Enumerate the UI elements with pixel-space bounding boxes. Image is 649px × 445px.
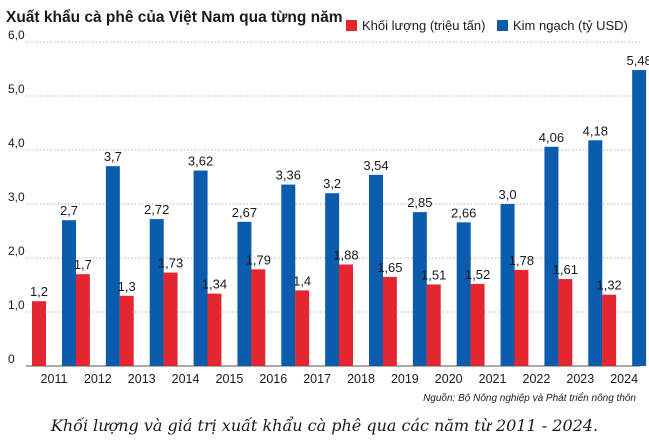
legend-label-volume: Khối lượng (triệu tấn) (362, 18, 485, 33)
bar-volume (32, 301, 46, 366)
data-label-value: 2,66 (451, 205, 476, 220)
x-tick-label: 2019 (391, 372, 419, 386)
data-label-volume: 1,34 (202, 277, 227, 292)
bar-value (281, 184, 296, 366)
bar-value (62, 220, 76, 366)
legend-swatch-value (497, 20, 508, 31)
data-label-volume: 1,79 (246, 252, 271, 267)
data-label-volume: 1,88 (333, 247, 358, 262)
bar-value (325, 193, 340, 366)
bar-value (412, 212, 427, 366)
bar-value (149, 219, 164, 366)
data-label-value: 2,67 (232, 205, 257, 220)
x-tick-label: 2022 (523, 372, 551, 386)
source-note: Nguồn: Bộ Nông nghiệp và Phát triển nông… (423, 392, 636, 404)
bar-value (456, 222, 471, 366)
legend-label-value: Kim ngạch (tỷ USD) (513, 18, 628, 33)
bars (32, 70, 647, 366)
data-label-volume: 1,51 (421, 267, 446, 282)
chart-title: Xuất khẩu cà phê của Việt Nam qua từng n… (6, 9, 343, 26)
x-tick-label: 2021 (479, 372, 507, 386)
y-tick-label: 6,0 (8, 28, 25, 42)
x-tick-label: 2013 (128, 372, 156, 386)
x-tick-label: 2012 (84, 372, 112, 386)
data-label-value: 2,72 (144, 202, 169, 217)
legend-swatch-volume (346, 20, 357, 31)
bar-volume (470, 283, 485, 366)
data-label-volume: 1,73 (158, 256, 183, 271)
bar-value (105, 166, 120, 366)
bar-value (588, 140, 603, 366)
bar-volume (207, 293, 222, 366)
bar-volume (163, 272, 178, 366)
x-tick-label: 2014 (172, 372, 200, 386)
data-label-value: 3,62 (188, 154, 213, 169)
data-label-value: 3,36 (276, 168, 301, 183)
data-label-value: 4,06 (539, 130, 564, 145)
y-tick-label: 3,0 (8, 190, 25, 204)
figure-caption: Khối lượng và giá trị xuất khẩu cà phê q… (50, 416, 599, 435)
data-label-value: 2,7 (60, 203, 78, 218)
x-tick-label: 2018 (347, 372, 375, 386)
data-label-value: 3,2 (323, 176, 341, 191)
bar-labels: 1,2 2,7 1,7 3,7 1,3 2,72 1,73 3,62 1,34 2,67 1,79 3… (30, 53, 649, 299)
data-label-volume: 1,3 (118, 279, 136, 294)
bar-volume (514, 269, 529, 366)
bar-volume (558, 279, 573, 366)
data-label-volume: 1,7 (74, 257, 92, 272)
bar-value (632, 70, 647, 366)
bar-volume (602, 294, 617, 366)
x-tick-label: 2016 (259, 372, 287, 386)
data-label-value: 5,48 (626, 53, 649, 68)
coffee-export-chart: Xuất khẩu cà phê của Việt Nam qua từng n… (6, 9, 649, 404)
data-label-volume: 1,52 (465, 267, 490, 282)
legend: Khối lượng (triệu tấn) Kim ngạch (tỷ USD… (346, 18, 628, 33)
data-label-value: 3,54 (363, 158, 388, 173)
bar-volume (295, 290, 310, 366)
x-axis-ticks: 2011 2012 2013 2014 2015 2016 2017 2018 2019 2020… (41, 372, 639, 386)
y-tick-label: 1,0 (8, 298, 25, 312)
x-tick-label: 2011 (41, 372, 68, 386)
bar-volume (339, 264, 353, 366)
data-label-volume: 1,78 (509, 253, 534, 268)
y-tick-label: 4,0 (8, 136, 25, 150)
bar-volume (426, 284, 441, 366)
data-label-value: 4,18 (583, 123, 608, 138)
bar-volume (382, 276, 397, 366)
x-tick-label: 2015 (216, 372, 244, 386)
bar-value (369, 174, 383, 366)
bar-value (544, 146, 559, 366)
y-tick-label: 2,0 (8, 244, 25, 258)
data-label-value: 3,0 (499, 187, 517, 202)
data-label-value: 2,85 (407, 195, 432, 210)
data-label-volume: 1,32 (596, 278, 621, 293)
y-axis-ticks: 0 1,0 2,0 3,0 4,0 5,0 6,0 (8, 28, 25, 366)
bar-value (193, 170, 208, 366)
x-tick-label: 2023 (566, 372, 594, 386)
data-label-volume: 1,61 (553, 262, 578, 277)
data-label-value: 3,7 (104, 149, 122, 164)
data-label-volume: 1,65 (377, 260, 402, 275)
data-label-volume: 1,4 (293, 273, 311, 288)
bar-volume (251, 269, 266, 366)
bar-value (237, 221, 252, 366)
bar-value (500, 204, 515, 366)
bar-volume (75, 274, 90, 366)
x-tick-label: 2020 (435, 372, 463, 386)
x-tick-label: 2017 (303, 372, 331, 386)
bar-volume (119, 295, 134, 366)
data-label-volume: 1,2 (30, 284, 48, 299)
x-tick-label: 2024 (610, 372, 638, 386)
y-tick-label: 0 (8, 352, 15, 366)
y-tick-label: 5,0 (8, 82, 25, 96)
